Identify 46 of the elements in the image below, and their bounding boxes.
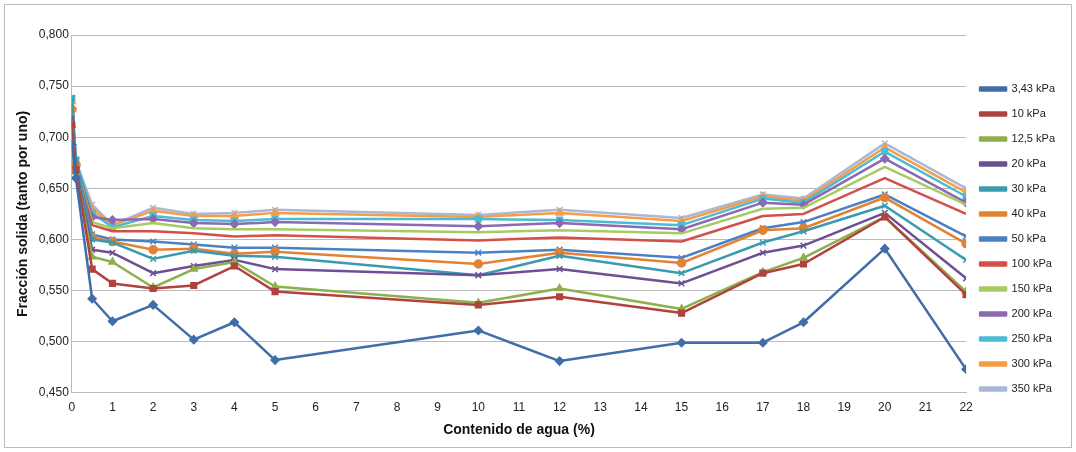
x-tick-label: 19 bbox=[837, 400, 852, 415]
x-tick-label: 12 bbox=[552, 400, 567, 415]
x-tick-label: 4 bbox=[231, 400, 239, 415]
x-tick-label: 8 bbox=[393, 400, 401, 415]
legend-label: 20 kPa bbox=[1011, 157, 1047, 170]
x-tick-label: 22 bbox=[959, 400, 974, 415]
x-tick-label: 13 bbox=[593, 400, 608, 415]
y-tick-label: 0,650 bbox=[38, 180, 70, 195]
y-tick-label: 0,750 bbox=[38, 78, 70, 93]
legend-label: 200 kPa bbox=[1011, 307, 1053, 320]
y-tick-label: 0,550 bbox=[38, 282, 70, 297]
legend-label: 350 kPa bbox=[1011, 382, 1053, 395]
x-axis-title: Contenido de agua (%) bbox=[443, 421, 595, 438]
legend-label: 250 kPa bbox=[1011, 332, 1053, 345]
x-tick-label: 17 bbox=[756, 400, 770, 415]
x-tick-label: 20 bbox=[878, 400, 892, 415]
x-tick-label: 16 bbox=[715, 400, 730, 415]
legend-label: 30 kPa bbox=[1011, 182, 1047, 195]
x-tick-label: 15 bbox=[674, 400, 689, 415]
x-tick-label: 21 bbox=[918, 400, 933, 415]
legend-label: 10 kPa bbox=[1011, 107, 1047, 120]
x-tick-label: 1 bbox=[109, 400, 117, 415]
legend-label: 300 kPa bbox=[1011, 357, 1053, 370]
x-tick-label: 0 bbox=[68, 400, 76, 415]
y-tick-label: 0,800 bbox=[38, 27, 70, 42]
legend-label: 150 kPa bbox=[1011, 282, 1053, 295]
y-axis-title: Fracción solida (tanto por uno) bbox=[14, 110, 31, 317]
y-tick-label: 0,700 bbox=[38, 129, 70, 144]
x-tick-label: 10 bbox=[471, 400, 486, 415]
x-tick-label: 14 bbox=[634, 400, 648, 415]
x-tick-label: 2 bbox=[149, 400, 157, 415]
y-tick-label: 0,600 bbox=[38, 231, 70, 246]
x-tick-label: 7 bbox=[353, 400, 361, 415]
legend-label: 40 kPa bbox=[1011, 207, 1047, 220]
x-tick-label: 9 bbox=[434, 400, 442, 415]
legend-label: 100 kPa bbox=[1011, 257, 1053, 270]
y-tick-label: 0,450 bbox=[38, 385, 70, 400]
x-tick-label: 5 bbox=[271, 400, 279, 415]
y-tick-label: 0,500 bbox=[38, 334, 70, 348]
legend-label: 12,5 kPa bbox=[1011, 132, 1056, 145]
x-tick-label: 3 bbox=[190, 400, 198, 415]
legend-label: 3,43 kPa bbox=[1011, 82, 1056, 95]
x-tick-label: 11 bbox=[512, 400, 526, 415]
x-tick-label: 6 bbox=[312, 400, 320, 415]
x-tick-label: 18 bbox=[796, 400, 811, 415]
legend-label: 50 kPa bbox=[1011, 232, 1047, 245]
